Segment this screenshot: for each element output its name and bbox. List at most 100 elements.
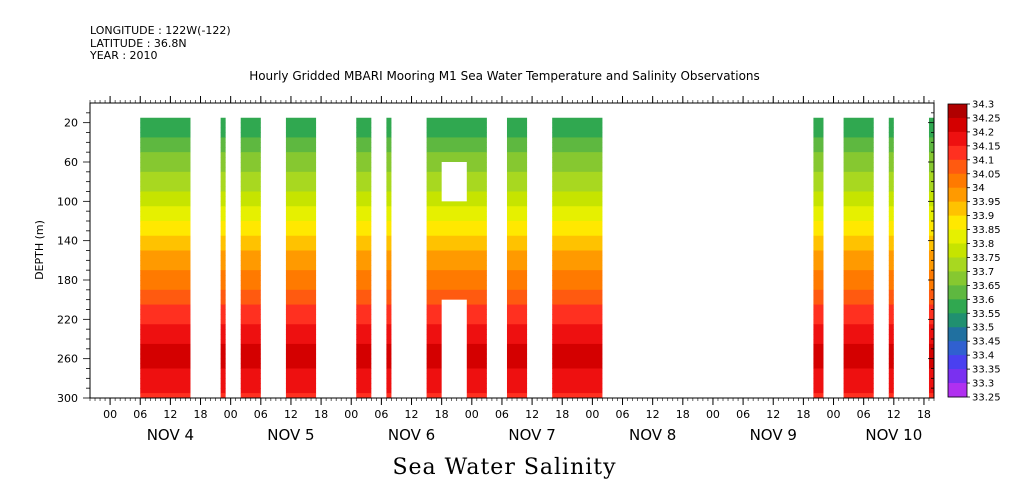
heatmap-cell (888, 186, 894, 192)
heatmap-cell (356, 348, 372, 355)
heatmap-cell (843, 201, 874, 207)
heatmap-cell (552, 235, 603, 242)
heatmap-cell (386, 334, 392, 340)
heatmap-cell (240, 265, 261, 271)
heatmap-cell (888, 289, 894, 296)
heatmap-cell (928, 211, 934, 217)
heatmap-cell (140, 334, 191, 340)
heatmap-cell (386, 280, 392, 286)
heatmap-cell (506, 152, 528, 158)
heatmap-cell (552, 245, 603, 251)
heatmap-cell (285, 294, 317, 301)
x-day-label: NOV 7 (508, 426, 555, 444)
heatmap-cell (813, 368, 824, 374)
heatmap-cell (843, 211, 874, 217)
heatmap-cell (928, 284, 934, 291)
heatmap-cell (386, 314, 392, 320)
heatmap-cell (552, 334, 603, 340)
heatmap-cell (843, 314, 874, 320)
heatmap-cell (140, 255, 191, 261)
heatmap-cell (220, 191, 226, 197)
heatmap-cell (928, 157, 934, 163)
heatmap-cell (140, 265, 191, 271)
heatmap-cell (928, 304, 934, 310)
heatmap-cell (888, 314, 894, 320)
heatmap-cell (356, 137, 372, 143)
heatmap-cell (386, 162, 392, 168)
heatmap-cell (386, 260, 392, 266)
heatmap-cell (813, 157, 824, 163)
heatmap-cell (356, 373, 372, 379)
heatmap-cell (552, 363, 603, 369)
heatmap-cell (843, 142, 874, 148)
heatmap-cell (240, 142, 261, 148)
heatmap-cell (552, 383, 603, 389)
colorbar-label: 33.4 (972, 351, 994, 362)
heatmap-cell (356, 152, 372, 158)
data-segment (386, 117, 392, 398)
heatmap-cell (386, 373, 392, 379)
colorbar-swatch (948, 285, 967, 300)
heatmap-cell (386, 142, 392, 148)
heatmap-cell (220, 260, 226, 266)
heatmap-cell (140, 275, 191, 281)
heatmap-cell (813, 270, 824, 276)
heatmap-cell (888, 294, 894, 301)
heatmap-cell (240, 255, 261, 261)
heatmap-cell (240, 201, 261, 207)
heatmap-cell (285, 353, 317, 360)
heatmap-cell (843, 284, 874, 291)
heatmap-cell (813, 162, 824, 168)
heatmap-cell (285, 240, 317, 247)
heatmap-cell (843, 216, 874, 222)
heatmap-cell (285, 378, 317, 384)
heatmap-cell (356, 225, 372, 232)
heatmap-cell (928, 368, 934, 374)
heatmap-cell (552, 191, 603, 197)
x-tick-label: 00 (103, 408, 117, 421)
heatmap-cell (220, 162, 226, 168)
heatmap-cell (386, 176, 392, 183)
heatmap-cell (426, 117, 487, 124)
heatmap-cell (386, 383, 392, 389)
heatmap-cell (240, 117, 261, 124)
heatmap-cell (813, 363, 824, 369)
heatmap-cell (285, 265, 317, 271)
heatmap-cell (240, 314, 261, 320)
heatmap-cell (506, 358, 528, 365)
heatmap-cell (426, 240, 487, 247)
heatmap-cell (240, 260, 261, 266)
heatmap-cell (888, 339, 894, 345)
heatmap-cell (506, 225, 528, 232)
heatmap-cell (888, 196, 894, 202)
heatmap-cell (888, 157, 894, 163)
heatmap-cell (240, 289, 261, 296)
heatmap-cell (552, 240, 603, 247)
heatmap-cell (220, 324, 226, 330)
heatmap-cell (240, 230, 261, 237)
heatmap-cell (426, 230, 487, 237)
year-label: YEAR : 2010 (90, 49, 158, 62)
heatmap-cell (285, 196, 317, 202)
heatmap-cell (240, 343, 261, 350)
heatmap-cell (240, 353, 261, 360)
heatmap-cell (552, 275, 603, 281)
heatmap-cell (506, 211, 528, 217)
heatmap-cell (843, 240, 874, 247)
colorbar-swatch (948, 159, 967, 175)
heatmap-cell (140, 191, 191, 197)
heatmap-cell (285, 166, 317, 173)
data-segment (506, 117, 528, 398)
colorbar-label: 34.25 (972, 113, 1001, 124)
heatmap-cell (240, 378, 261, 384)
y-axis-label: DEPTH (m) (33, 220, 46, 280)
heatmap-cell (240, 157, 261, 163)
heatmap-cell (426, 280, 487, 286)
heatmap-cell (386, 137, 392, 143)
heatmap-cell (813, 353, 824, 360)
heatmap-cell (843, 137, 874, 143)
heatmap-cell (928, 289, 934, 296)
heatmap-cell (888, 245, 894, 251)
heatmap-cell (220, 275, 226, 281)
heatmap-cell (285, 127, 317, 133)
